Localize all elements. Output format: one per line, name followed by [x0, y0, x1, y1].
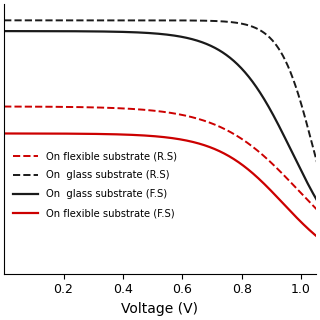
- X-axis label: Voltage (V): Voltage (V): [122, 302, 198, 316]
- Legend: On flexible substrate (R.S), On  glass substrate (R.S), On  glass substrate (F.S: On flexible substrate (R.S), On glass su…: [9, 147, 181, 222]
